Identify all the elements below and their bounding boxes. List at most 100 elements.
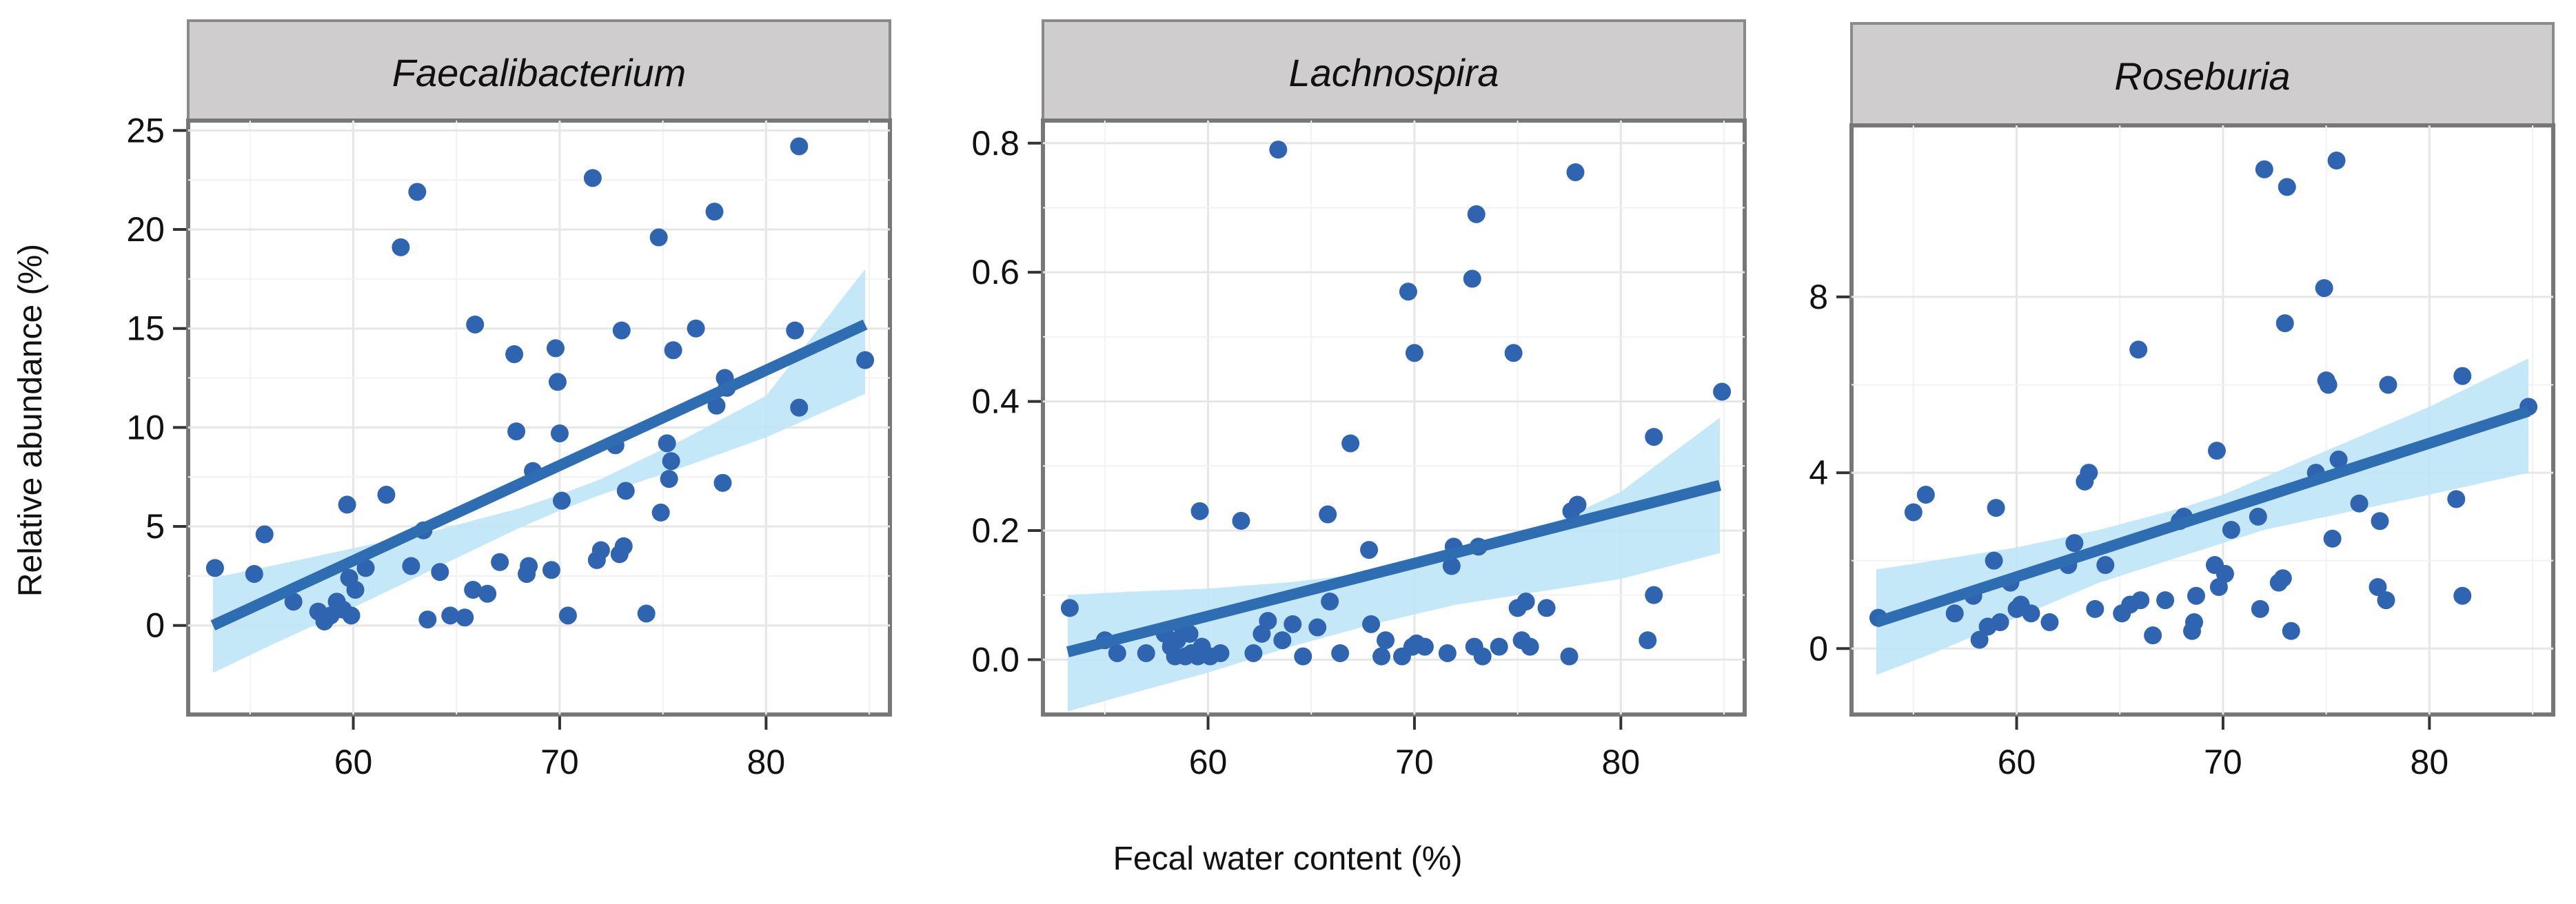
y-tick-label: 0.0 [971, 640, 1020, 679]
panel-strip [1850, 22, 2555, 127]
data-point [856, 351, 875, 369]
data-point [1362, 615, 1381, 633]
x-axis-ticks: 60 70 80 [1998, 717, 2448, 781]
data-point [1137, 644, 1155, 662]
data-point [1211, 644, 1230, 662]
data-point [478, 584, 497, 603]
data-points [1869, 152, 2538, 649]
data-point [1232, 511, 1250, 530]
data-point [507, 422, 526, 441]
data-point [705, 203, 724, 221]
data-point [1438, 644, 1457, 662]
x-axis-ticks: 60 70 80 [334, 717, 785, 781]
data-point [1108, 644, 1126, 662]
data-point [2022, 604, 2040, 623]
data-point [2156, 591, 2175, 610]
y-axis-ticks: 0 4 8 [1809, 278, 1849, 668]
data-point [2222, 521, 2240, 540]
data-point [1308, 618, 1327, 637]
data-point [2379, 376, 2397, 394]
data-point [1521, 637, 1539, 656]
y-axis-ticks: 0.0 0.2 0.4 0.6 0.8 [971, 124, 1041, 679]
x-tick-label: 60 [1998, 743, 2036, 781]
data-point [1294, 647, 1312, 666]
data-point [2080, 464, 2098, 482]
data-point [1987, 499, 2005, 517]
data-point [542, 561, 560, 579]
data-point [255, 525, 274, 544]
x-axis-title: Fecal water content (%) [1113, 841, 1463, 877]
data-point [2278, 178, 2296, 196]
y-tick-label: 20 [126, 210, 165, 249]
data-point [591, 541, 610, 559]
data-point [408, 183, 427, 201]
panel-roseburia: Roseburia 60 70 80 0 4 8 [1809, 22, 2555, 781]
data-point [2255, 160, 2273, 178]
x-tick-label: 80 [2411, 743, 2449, 781]
y-tick-label: 10 [126, 408, 165, 446]
data-point [1945, 604, 1964, 623]
data-point [2371, 512, 2389, 531]
data-point [651, 503, 670, 522]
confidence-band [212, 269, 866, 673]
panel-title: Lachnospira [1288, 51, 1499, 94]
data-point [2129, 340, 2148, 359]
data-point [2096, 556, 2115, 575]
y-tick-label: 0.6 [971, 253, 1020, 291]
data-point [1645, 586, 1663, 604]
x-tick-label: 70 [540, 743, 579, 781]
data-point [658, 434, 676, 453]
data-point [664, 341, 682, 360]
data-point [2453, 586, 2472, 605]
data-point [1713, 382, 1732, 401]
data-point [662, 452, 680, 471]
data-point [205, 559, 224, 577]
x-tick-label: 60 [334, 743, 373, 781]
data-point [1372, 647, 1391, 666]
data-point [1490, 637, 1508, 656]
data-point [1645, 428, 1663, 446]
y-tick-label: 15 [126, 309, 165, 348]
panel-title: Roseburia [2114, 54, 2290, 98]
data-points [1060, 141, 1732, 666]
data-point [466, 315, 485, 333]
x-tick-label: 60 [1189, 743, 1228, 781]
data-point [1916, 485, 1935, 504]
data-point [1341, 434, 1360, 453]
data-point [284, 593, 303, 611]
data-point [1060, 599, 1079, 617]
data-point [342, 606, 361, 625]
data-point [786, 321, 804, 340]
data-point [377, 486, 396, 504]
data-point [1568, 495, 1587, 514]
data-point [637, 604, 656, 623]
data-point [1180, 624, 1199, 643]
x-tick-label: 70 [1395, 743, 1434, 781]
y-tick-label: 0 [145, 606, 165, 645]
data-point [2282, 622, 2300, 640]
data-point [2187, 586, 2206, 605]
y-tick-label: 0.2 [971, 511, 1020, 550]
data-point [2319, 376, 2337, 394]
data-point [2329, 450, 2348, 469]
data-point [1904, 503, 1923, 522]
data-point [2144, 626, 2162, 645]
data-point [1442, 557, 1461, 575]
data-point [402, 557, 420, 575]
data-point [1331, 644, 1350, 662]
data-point [2215, 564, 2234, 583]
data-point [2207, 442, 2226, 460]
data-point [505, 345, 524, 364]
data-point [1284, 615, 1302, 633]
data-point [2040, 613, 2059, 632]
data-point [1566, 163, 1585, 181]
data-point [2350, 494, 2369, 513]
data-point [1517, 593, 1535, 611]
panel-strip [187, 19, 891, 122]
data-point [2369, 577, 2387, 596]
data-point [1467, 205, 1485, 223]
data-point [614, 537, 633, 555]
data-point [520, 557, 538, 575]
data-point [2065, 534, 2084, 553]
data-point [356, 559, 375, 577]
